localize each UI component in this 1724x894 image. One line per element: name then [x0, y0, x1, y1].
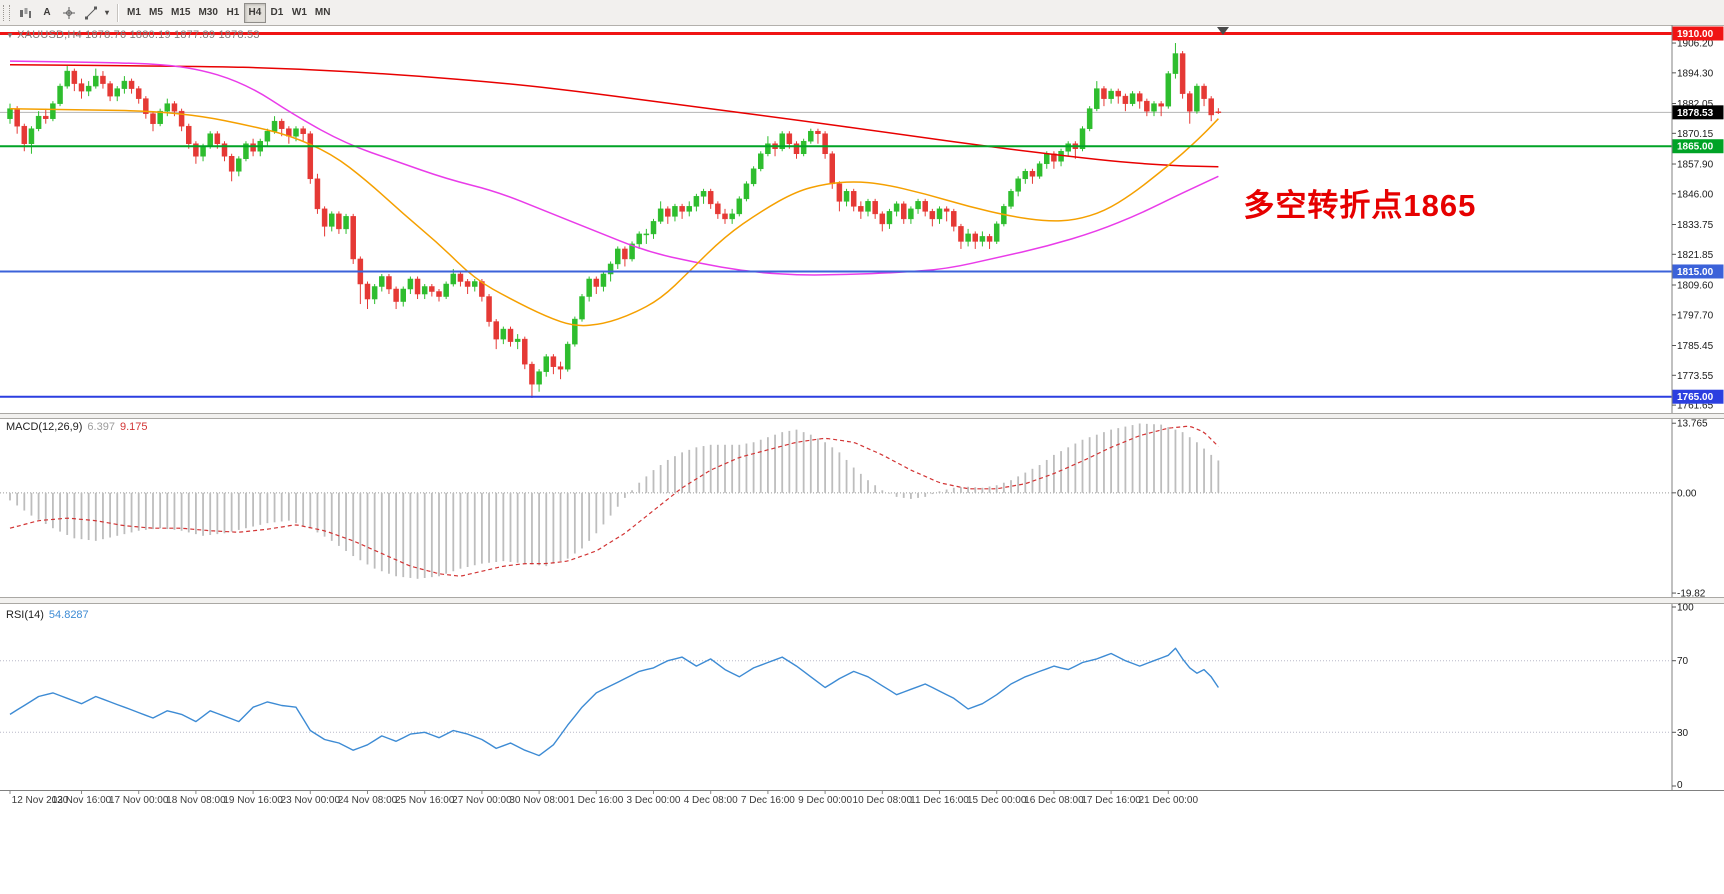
svg-text:9 Dec 00:00: 9 Dec 00:00: [798, 795, 852, 806]
trendline-icon[interactable]: [80, 3, 102, 23]
svg-text:1878.53: 1878.53: [1677, 108, 1714, 119]
svg-text:1797.70: 1797.70: [1677, 310, 1714, 321]
svg-text:1785.45: 1785.45: [1677, 341, 1714, 352]
svg-text:3 Dec 00:00: 3 Dec 00:00: [627, 795, 681, 806]
timeframe-m30-button[interactable]: M30: [198, 7, 218, 18]
svg-text:17 Dec 16:00: 17 Dec 16:00: [1081, 795, 1141, 806]
macd-signal-line: [9, 425, 1219, 577]
timeframe-m5-button[interactable]: M5: [149, 7, 163, 18]
svg-text:1833.75: 1833.75: [1677, 220, 1714, 231]
price-label-1765.00: 1765.00: [1672, 389, 1724, 404]
candles-layer: [7, 43, 1222, 398]
crosshair-icon[interactable]: [58, 3, 80, 23]
timeframe-d1-button[interactable]: D1: [270, 7, 284, 18]
timeframe-mn-button[interactable]: MN: [314, 7, 331, 18]
svg-text:1894.30: 1894.30: [1677, 68, 1714, 79]
svg-text:19 Nov 16:00: 19 Nov 16:00: [223, 795, 283, 806]
svg-text:4 Dec 08:00: 4 Dec 08:00: [684, 795, 738, 806]
tick-chart-icon[interactable]: [14, 3, 36, 23]
text-tool-icon[interactable]: A: [36, 3, 58, 23]
pane-separator[interactable]: [0, 597, 1724, 604]
svg-text:1865.00: 1865.00: [1677, 142, 1714, 153]
toolbar: A ▾ M1 M5 M15 M30 H1 H4 D1 W1 MN: [0, 0, 1724, 25]
price-label-1865.00: 1865.00: [1672, 139, 1724, 154]
svg-text:1906.20: 1906.20: [1677, 39, 1714, 50]
svg-text:1 Dec 16:00: 1 Dec 16:00: [569, 795, 623, 806]
svg-text:16 Dec 08:00: 16 Dec 08:00: [1024, 795, 1084, 806]
timeframe-m1-button[interactable]: M1: [127, 7, 141, 18]
svg-text:1870.15: 1870.15: [1677, 129, 1714, 140]
svg-text:18 Nov 08:00: 18 Nov 08:00: [166, 795, 226, 806]
svg-text:7 Dec 16:00: 7 Dec 16:00: [741, 795, 795, 806]
toolbar-separator: [117, 3, 118, 22]
svg-text:0.00: 0.00: [1677, 488, 1697, 499]
svg-text:1857.90: 1857.90: [1677, 160, 1714, 171]
svg-text:11 Dec 16:00: 11 Dec 16:00: [910, 795, 969, 806]
svg-text:-19.82: -19.82: [1677, 589, 1706, 600]
svg-text:25 Nov 16:00: 25 Nov 16:00: [395, 795, 455, 806]
svg-text:100: 100: [1677, 603, 1694, 614]
svg-text:1809.60: 1809.60: [1677, 281, 1714, 292]
timeframe-h1-button[interactable]: H1: [226, 7, 240, 18]
chart-shift-marker[interactable]: [1217, 27, 1229, 35]
svg-text:24 Nov 08:00: 24 Nov 08:00: [338, 795, 398, 806]
svg-text:1846.00: 1846.00: [1677, 189, 1714, 200]
svg-text:17 Nov 00:00: 17 Nov 00:00: [109, 795, 169, 806]
svg-text:30 Nov 08:00: 30 Nov 08:00: [509, 795, 569, 806]
svg-text:1815.00: 1815.00: [1677, 267, 1714, 278]
ma-mid-magenta-line: [9, 60, 1219, 276]
svg-text:1821.85: 1821.85: [1677, 250, 1714, 261]
svg-text:15 Dec 00:00: 15 Dec 00:00: [967, 795, 1027, 806]
svg-text:1910.00: 1910.00: [1677, 29, 1714, 40]
price-scale[interactable]: 1906.20 1894.30 1882.05 1870.15 1857.90 1846.…: [1671, 25, 1724, 790]
text-tool-label: A: [43, 7, 51, 18]
svg-text:1882.05: 1882.05: [1677, 99, 1714, 110]
toolbar-drag-handle[interactable]: [3, 4, 10, 21]
svg-text:13 Nov 16:00: 13 Nov 16:00: [52, 795, 112, 806]
timeframe-w1-button[interactable]: W1: [291, 7, 307, 18]
svg-text:30: 30: [1677, 728, 1689, 739]
svg-text:13.765: 13.765: [1677, 419, 1708, 430]
timeframe-m15-button[interactable]: M15: [171, 7, 191, 18]
svg-text:70: 70: [1677, 656, 1689, 667]
ma-slow-red-line: [9, 64, 1219, 168]
rsi-pane: 100 70 30 0: [0, 603, 1694, 791]
timeframe-h4-button[interactable]: H4: [243, 2, 266, 23]
svg-text:1773.55: 1773.55: [1677, 371, 1714, 382]
trendline-glyph: [85, 6, 97, 19]
dropdown-caret-icon[interactable]: ▾: [104, 8, 109, 17]
svg-text:21 Dec 00:00: 21 Dec 00:00: [1139, 795, 1199, 806]
svg-text:1761.65: 1761.65: [1677, 401, 1714, 412]
svg-text:1765.00: 1765.00: [1677, 392, 1714, 403]
svg-text:0: 0: [1677, 780, 1683, 791]
ma-fast-orange-line: [9, 107, 1219, 327]
svg-text:27 Nov 00:00: 27 Nov 00:00: [452, 795, 512, 806]
crosshair-glyph: [63, 6, 75, 19]
pane-separator[interactable]: [0, 413, 1724, 419]
tick-chart-glyph: [20, 7, 31, 18]
price-label-1910.00: 1910.00: [1672, 26, 1724, 41]
svg-text:23 Nov 00:00: 23 Nov 00:00: [281, 795, 341, 806]
svg-text:12 Nov 2020: 12 Nov 2020: [12, 795, 69, 806]
macd-pane: 13.765 0.00 -19.82: [0, 419, 1708, 600]
svg-text:10 Dec 08:00: 10 Dec 08:00: [853, 795, 913, 806]
price-label-1815.00: 1815.00: [1672, 264, 1724, 279]
price-label-1878.53: 1878.53: [1672, 105, 1724, 120]
rsi-line: [9, 647, 1219, 757]
